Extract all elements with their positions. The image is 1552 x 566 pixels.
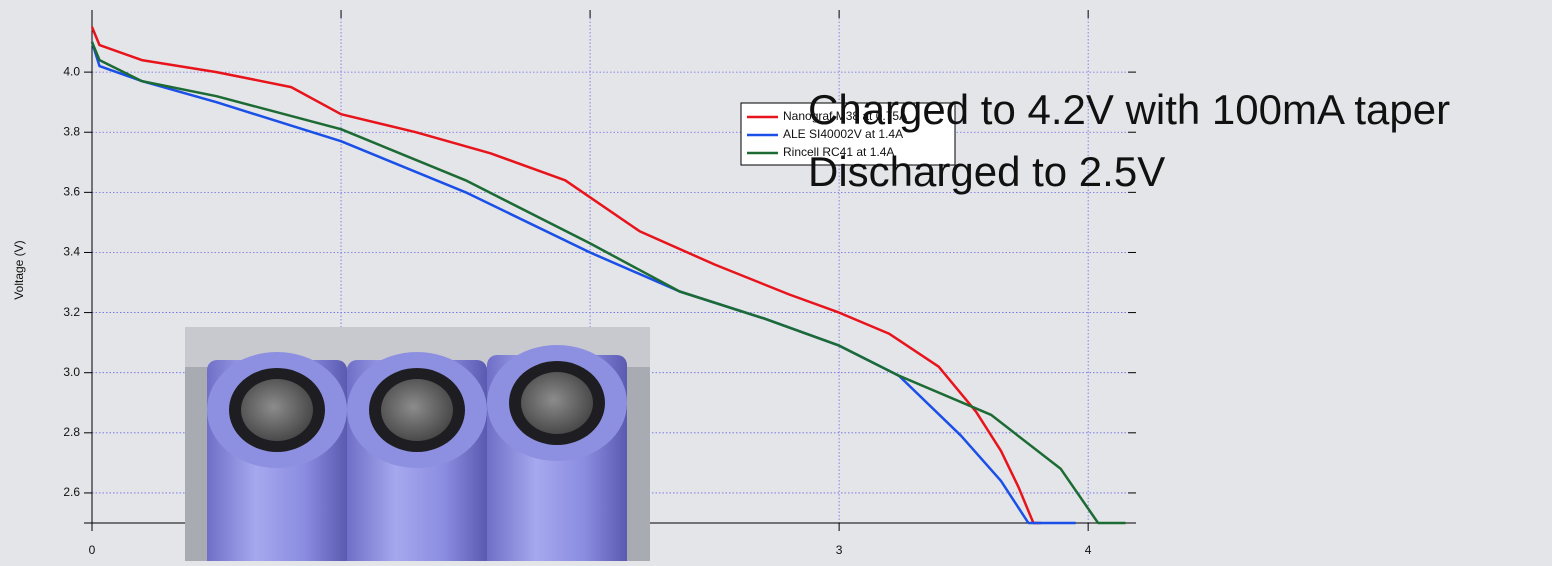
y-tick-label: 3.4 xyxy=(63,245,80,259)
annotation: Discharged to 2.5V xyxy=(808,148,1165,195)
y-tick-label: 3.6 xyxy=(63,185,80,199)
battery-photo xyxy=(185,327,650,561)
y-tick-label: 2.8 xyxy=(63,425,80,439)
y-tick-label: 3.8 xyxy=(63,124,80,138)
x-tick-label: 3 xyxy=(836,543,843,557)
y-axis-label: Voltage (V) xyxy=(12,240,26,299)
x-tick-label: 0 xyxy=(89,543,96,557)
y-tick-label: 3.0 xyxy=(63,365,80,379)
page: {"chart_data": { "type": "line", "y_labe… xyxy=(0,0,1552,561)
y-tick-label: 2.6 xyxy=(63,485,80,499)
x-tick-label: 4 xyxy=(1085,543,1092,557)
y-tick-label: 3.2 xyxy=(63,305,80,319)
annotation: Charged to 4.2V with 100mA taper xyxy=(808,86,1450,133)
y-tick-label: 4.0 xyxy=(63,64,80,78)
chart: 2.62.83.03.23.43.63.84.001234 Voltage (V… xyxy=(0,0,1552,561)
